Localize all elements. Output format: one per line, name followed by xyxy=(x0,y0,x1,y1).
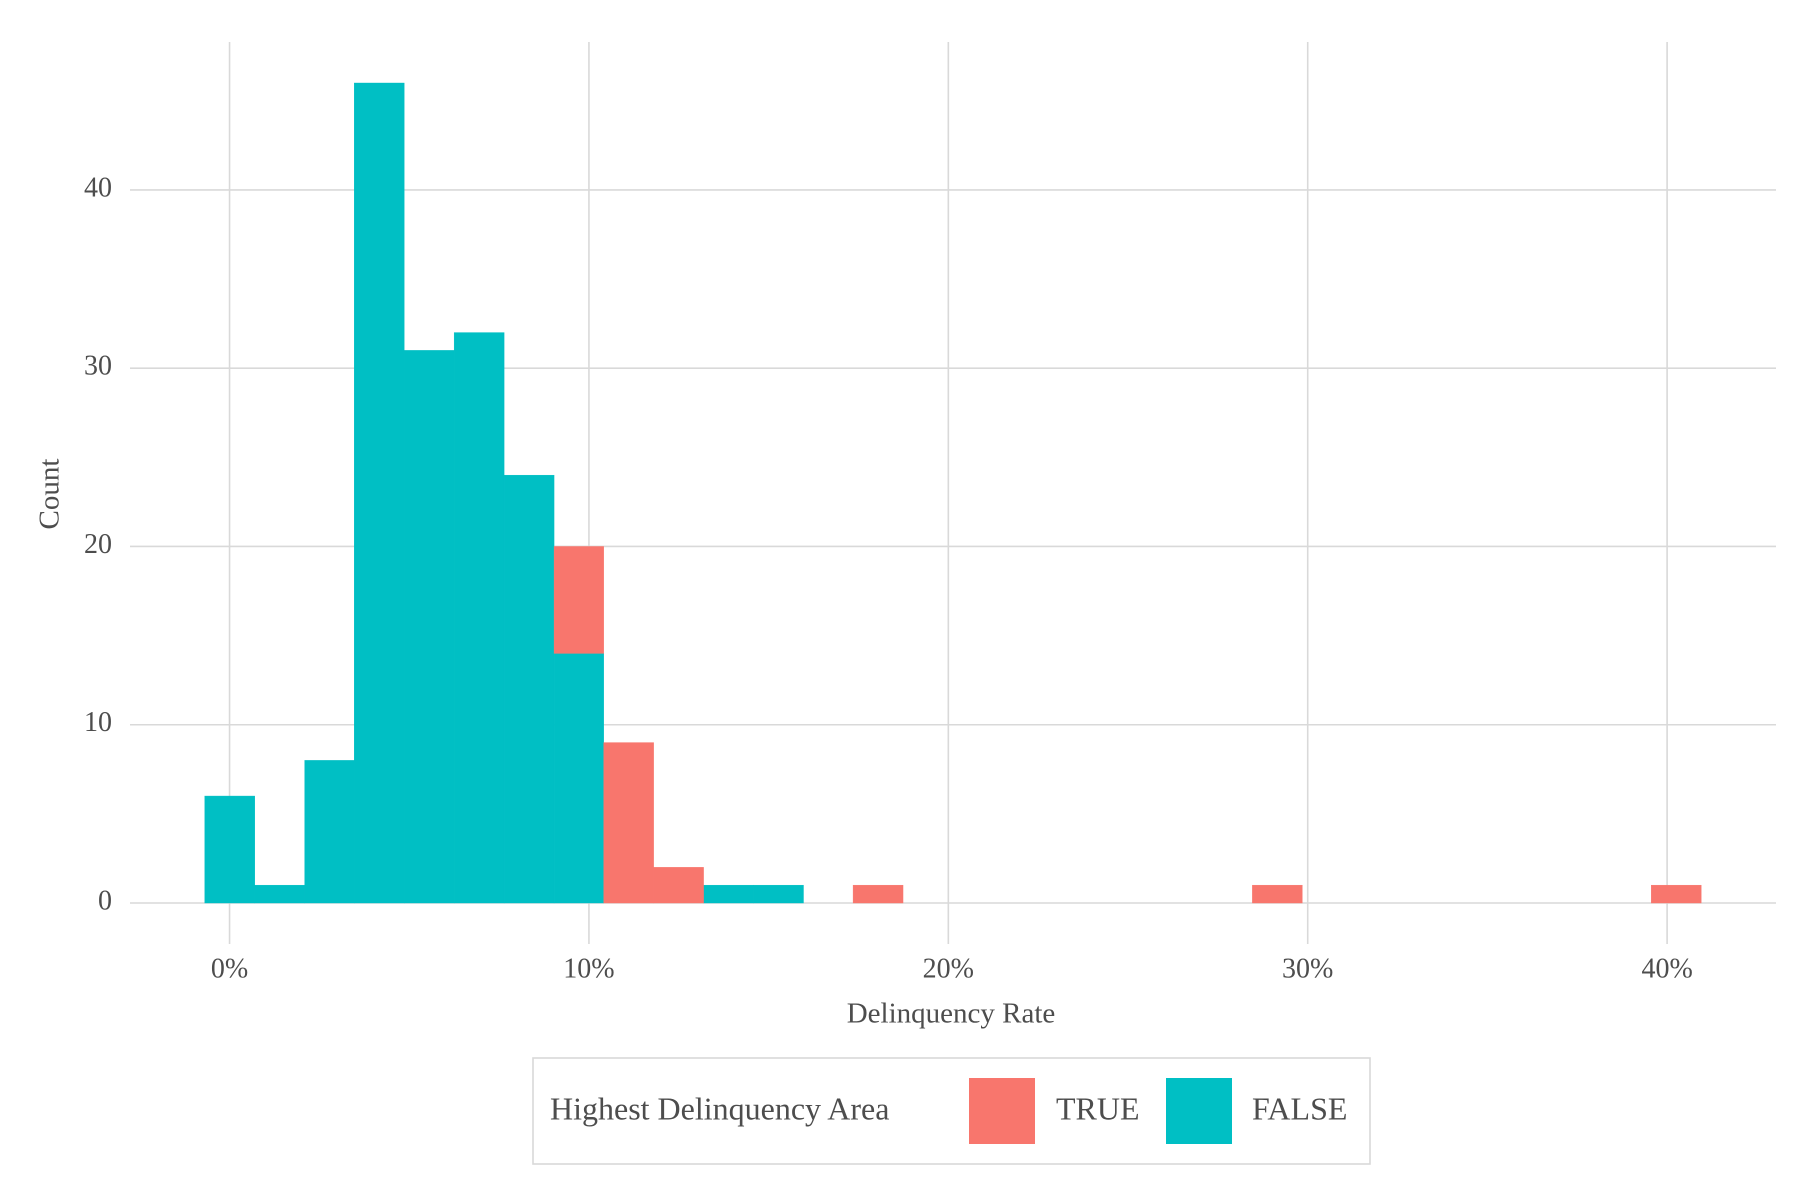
labels: Delinquency Rate Count 0 10 20 30 40 0% 10% 20%… xyxy=(34,172,1693,1029)
bar xyxy=(553,546,604,654)
x-tick-label: 40% xyxy=(1641,953,1692,984)
y-tick-label: 20 xyxy=(84,529,112,560)
bar xyxy=(653,867,704,904)
x-tick-label: 30% xyxy=(1282,953,1333,984)
x-tick-label: 20% xyxy=(923,953,974,984)
y-tick-label: 0 xyxy=(98,885,112,916)
legend-key xyxy=(969,1078,1035,1144)
y-axis-title: Count xyxy=(34,459,66,530)
legend-title: Highest Delinquency Area xyxy=(550,1090,889,1126)
x-axis-title: Delinquency Rate xyxy=(847,998,1056,1030)
bar xyxy=(1252,884,1303,904)
legend-key xyxy=(1166,1078,1232,1144)
bar xyxy=(503,474,555,904)
bar xyxy=(603,742,654,904)
legend-label: FALSE xyxy=(1252,1090,1347,1126)
legend: Highest Delinquency Area TRUE FALSE xyxy=(532,1057,1371,1165)
bar xyxy=(753,884,804,904)
x-tick-label: 10% xyxy=(563,953,614,984)
bar xyxy=(354,82,405,904)
bar xyxy=(852,884,904,904)
y-tick-label: 10 xyxy=(84,707,112,738)
bar xyxy=(1651,884,1702,904)
bars xyxy=(204,82,1702,904)
bar xyxy=(553,653,604,904)
bar xyxy=(404,350,455,904)
legend-label: TRUE xyxy=(1056,1090,1140,1126)
bar xyxy=(703,884,754,904)
y-tick-label: 30 xyxy=(84,351,112,382)
x-tick-label: 0% xyxy=(211,953,248,984)
bar xyxy=(304,760,355,904)
bar xyxy=(204,795,255,904)
bar xyxy=(254,884,305,904)
y-tick-label: 40 xyxy=(84,172,112,203)
bar xyxy=(453,332,505,904)
